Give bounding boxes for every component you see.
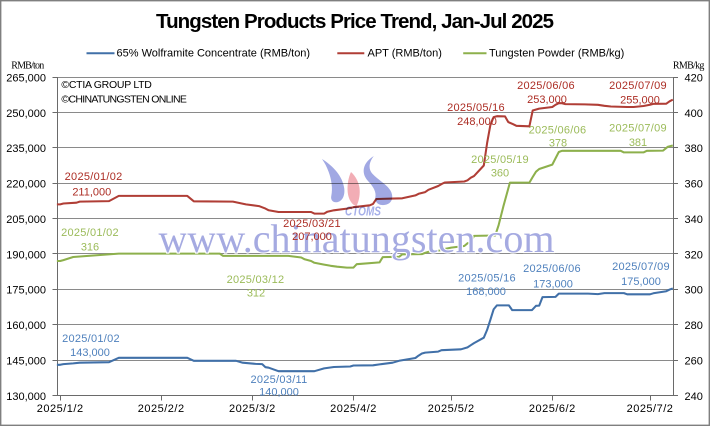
svg-text:253,000: 253,000 bbox=[527, 94, 567, 106]
svg-text:2025/5/2: 2025/5/2 bbox=[428, 403, 475, 415]
svg-text:205,000: 205,000 bbox=[6, 214, 46, 226]
svg-text:2025/07/09: 2025/07/09 bbox=[612, 261, 670, 273]
svg-text:140,000: 140,000 bbox=[259, 386, 299, 398]
svg-text:2025/03/11: 2025/03/11 bbox=[250, 374, 307, 386]
svg-text:2025/07/09: 2025/07/09 bbox=[609, 80, 667, 92]
svg-text:260: 260 bbox=[685, 356, 703, 368]
svg-text:300: 300 bbox=[685, 285, 703, 297]
svg-text:420: 420 bbox=[685, 72, 703, 84]
svg-text:2025/4/2: 2025/4/2 bbox=[330, 403, 377, 415]
svg-text:160,000: 160,000 bbox=[6, 320, 46, 332]
svg-text:2025/01/02: 2025/01/02 bbox=[61, 227, 119, 239]
svg-text:360: 360 bbox=[491, 167, 509, 179]
svg-text:265,000: 265,000 bbox=[6, 72, 46, 84]
svg-text:2025/07/09: 2025/07/09 bbox=[609, 122, 667, 134]
svg-text:248,000: 248,000 bbox=[457, 116, 497, 128]
svg-text:www.chinatungsten.com: www.chinatungsten.com bbox=[159, 216, 555, 261]
svg-text:2025/6/2: 2025/6/2 bbox=[529, 403, 576, 415]
svg-text:2025/1/2: 2025/1/2 bbox=[37, 403, 84, 415]
svg-text:340: 340 bbox=[685, 214, 703, 226]
svg-text:240: 240 bbox=[685, 391, 703, 403]
svg-text:207,000: 207,000 bbox=[292, 231, 332, 243]
svg-text:168,000: 168,000 bbox=[466, 286, 506, 298]
svg-text:CTOMS: CTOMS bbox=[345, 203, 381, 218]
svg-text:312: 312 bbox=[247, 287, 265, 299]
svg-text:320: 320 bbox=[685, 249, 703, 261]
svg-text:211,000: 211,000 bbox=[72, 187, 111, 199]
svg-text:255,000: 255,000 bbox=[620, 94, 660, 106]
svg-text:2025/06/06: 2025/06/06 bbox=[523, 263, 581, 275]
svg-text:RMB/kg: RMB/kg bbox=[673, 60, 705, 71]
svg-text:2025/2/2: 2025/2/2 bbox=[138, 403, 185, 415]
svg-text:Tungsten Powder (RMB/kg): Tungsten Powder (RMB/kg) bbox=[489, 48, 624, 60]
svg-text:2025/01/02: 2025/01/02 bbox=[62, 333, 120, 345]
svg-text:316: 316 bbox=[81, 241, 99, 253]
svg-text:143,000: 143,000 bbox=[70, 347, 110, 359]
svg-text:175,000: 175,000 bbox=[6, 285, 46, 297]
svg-text:280: 280 bbox=[685, 320, 703, 332]
svg-text:173,000: 173,000 bbox=[533, 278, 573, 290]
svg-text:381: 381 bbox=[629, 137, 647, 149]
svg-text:©CTIA GROUP LTD: ©CTIA GROUP LTD bbox=[61, 79, 152, 91]
svg-text:250,000: 250,000 bbox=[6, 108, 46, 120]
svg-text:2025/03/12: 2025/03/12 bbox=[227, 274, 285, 286]
svg-text:190,000: 190,000 bbox=[6, 249, 46, 261]
svg-text:RMB/ton: RMB/ton bbox=[11, 60, 44, 71]
svg-text:235,000: 235,000 bbox=[6, 143, 46, 155]
svg-text:175,000: 175,000 bbox=[621, 276, 661, 288]
svg-text:400: 400 bbox=[685, 108, 703, 120]
svg-text:2025/05/16: 2025/05/16 bbox=[447, 102, 505, 114]
svg-text:2025/3/2: 2025/3/2 bbox=[229, 403, 276, 415]
svg-text:©CHINATUNGSTEN ONLINE: ©CHINATUNGSTEN ONLINE bbox=[61, 93, 186, 105]
svg-text:2025/03/21: 2025/03/21 bbox=[283, 218, 341, 230]
svg-text:2025/01/02: 2025/01/02 bbox=[65, 171, 123, 183]
svg-text:378: 378 bbox=[549, 137, 567, 149]
svg-text:145,000: 145,000 bbox=[6, 356, 46, 368]
svg-text:2025/7/2: 2025/7/2 bbox=[627, 403, 674, 415]
svg-text:360: 360 bbox=[685, 179, 703, 191]
svg-text:2025/05/16: 2025/05/16 bbox=[458, 272, 516, 284]
svg-text:2025/05/19: 2025/05/19 bbox=[471, 154, 529, 166]
svg-text:APT (RMB/ton): APT (RMB/ton) bbox=[368, 48, 442, 60]
svg-text:130,000: 130,000 bbox=[6, 391, 46, 403]
svg-text:380: 380 bbox=[685, 143, 703, 155]
svg-text:Tungsten Products Price Trend,: Tungsten Products Price Trend, Jan-Jul 2… bbox=[156, 10, 554, 33]
svg-text:2025/06/06: 2025/06/06 bbox=[517, 80, 575, 92]
svg-text:2025/06/06: 2025/06/06 bbox=[529, 125, 587, 137]
svg-text:220,000: 220,000 bbox=[6, 179, 46, 191]
svg-text:65% Wolframite Concentrate (RM: 65% Wolframite Concentrate (RMB/ton) bbox=[117, 48, 311, 60]
